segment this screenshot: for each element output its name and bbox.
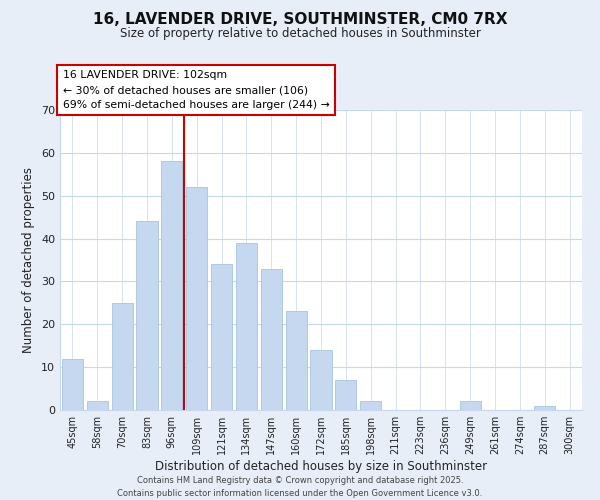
Bar <box>460 402 481 410</box>
Bar <box>286 312 307 410</box>
Bar <box>236 243 257 410</box>
Bar <box>261 268 282 410</box>
Text: Size of property relative to detached houses in Southminster: Size of property relative to detached ho… <box>119 28 481 40</box>
Text: Contains public sector information licensed under the Open Government Licence v3: Contains public sector information licen… <box>118 489 482 498</box>
Bar <box>161 162 182 410</box>
Bar <box>112 303 133 410</box>
X-axis label: Distribution of detached houses by size in Southminster: Distribution of detached houses by size … <box>155 460 487 473</box>
Bar <box>62 358 83 410</box>
Y-axis label: Number of detached properties: Number of detached properties <box>22 167 35 353</box>
Bar <box>534 406 555 410</box>
Bar <box>186 187 207 410</box>
Bar <box>87 402 108 410</box>
Text: 16, LAVENDER DRIVE, SOUTHMINSTER, CM0 7RX: 16, LAVENDER DRIVE, SOUTHMINSTER, CM0 7R… <box>93 12 507 28</box>
Bar <box>360 402 381 410</box>
Bar <box>211 264 232 410</box>
Bar <box>136 222 158 410</box>
Bar <box>310 350 332 410</box>
Bar <box>335 380 356 410</box>
Text: 16 LAVENDER DRIVE: 102sqm
← 30% of detached houses are smaller (106)
69% of semi: 16 LAVENDER DRIVE: 102sqm ← 30% of detac… <box>62 70 329 110</box>
Text: Contains HM Land Registry data © Crown copyright and database right 2025.: Contains HM Land Registry data © Crown c… <box>137 476 463 485</box>
